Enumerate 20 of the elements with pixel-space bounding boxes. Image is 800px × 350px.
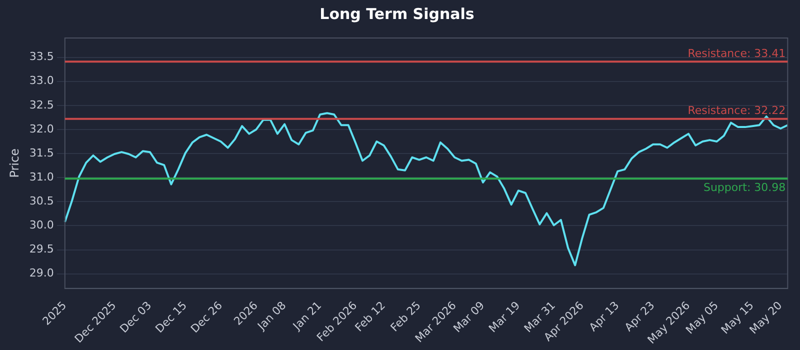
y-tick-label: 30.5 bbox=[29, 194, 54, 208]
ref-line-label: Resistance: 33.41 bbox=[688, 46, 786, 60]
ref-line-label: Resistance: 32.22 bbox=[688, 104, 786, 118]
y-tick-label: 29.5 bbox=[29, 242, 54, 256]
x-tick-label: Dec 26 bbox=[188, 298, 225, 336]
x-tick-label: Mar 19 bbox=[486, 298, 523, 336]
y-tick-label: 32.0 bbox=[29, 122, 54, 136]
y-tick-label: 33.0 bbox=[29, 74, 54, 88]
y-tick-label: 31.5 bbox=[29, 146, 54, 160]
y-tick-label: 33.5 bbox=[29, 50, 54, 64]
y-tick-label: 30.0 bbox=[29, 218, 54, 232]
chart-title: Long Term Signals bbox=[320, 4, 474, 23]
x-tick-label: Dec 15 bbox=[152, 298, 190, 336]
y-tick-label: 31.0 bbox=[29, 170, 54, 184]
y-tick-label: 29.0 bbox=[29, 266, 54, 280]
y-tick-label: 32.5 bbox=[29, 98, 54, 112]
y-axis-title: Price bbox=[7, 148, 22, 178]
x-tick-label: Dec 03 bbox=[117, 298, 154, 336]
x-tick-label: Apr 13 bbox=[586, 298, 622, 334]
ref-line-label: Support: 30.98 bbox=[703, 180, 786, 194]
